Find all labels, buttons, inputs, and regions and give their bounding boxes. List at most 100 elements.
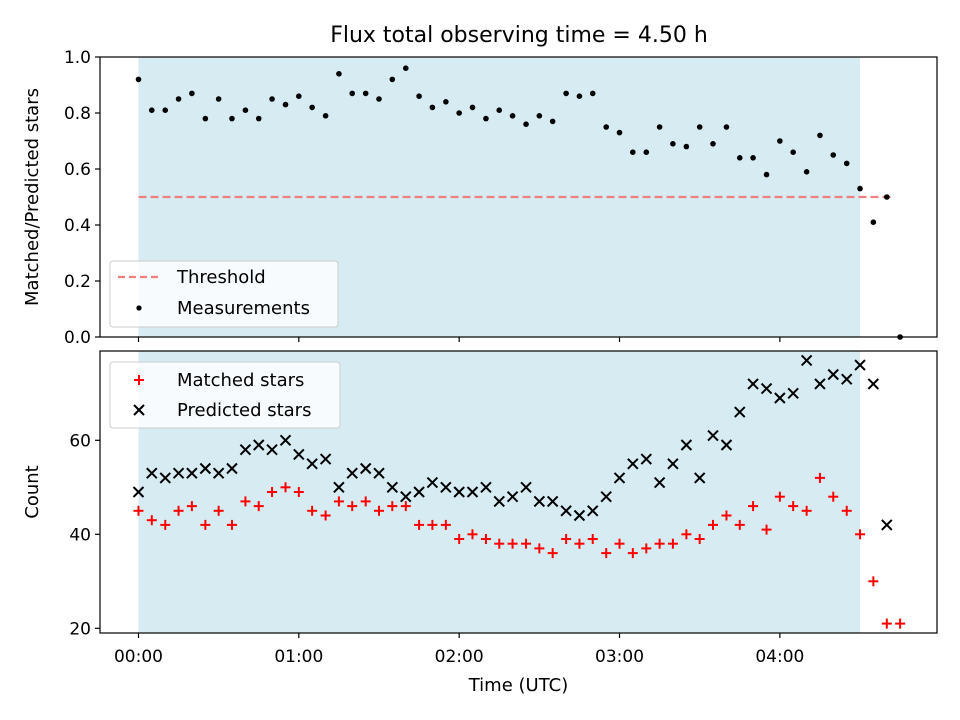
bottom-x-ticks: 00:00 01:00 02:00 03:00 04:00 bbox=[114, 633, 804, 667]
measurement-point bbox=[349, 90, 356, 97]
measurement-point bbox=[603, 124, 610, 130]
predicted-star-point bbox=[693, 472, 706, 484]
matched-star-point bbox=[293, 487, 304, 497]
predicted-star-point bbox=[333, 481, 345, 494]
predicted-star-point bbox=[346, 467, 358, 479]
measurement-point bbox=[656, 124, 663, 130]
legend-matched-swatch bbox=[134, 375, 144, 385]
y-tick-label: 0.0 bbox=[64, 328, 91, 348]
measurement-point bbox=[536, 113, 543, 119]
predicted-star-point bbox=[867, 378, 880, 390]
legend-threshold-label: Threshold bbox=[176, 267, 266, 288]
matched-star-point bbox=[614, 538, 625, 549]
matched-star-point bbox=[774, 491, 785, 502]
predicted-star-point bbox=[520, 481, 532, 494]
matched-star-point bbox=[507, 538, 518, 549]
bottom-legend-box bbox=[109, 361, 341, 429]
predicted-star-point bbox=[667, 458, 679, 470]
top-legend-box bbox=[109, 260, 339, 328]
matched-star-point bbox=[681, 529, 692, 540]
matched-star-point bbox=[561, 534, 572, 544]
measurement-point bbox=[429, 104, 436, 111]
matched-star-point bbox=[881, 618, 892, 629]
matched-star-point bbox=[868, 576, 879, 587]
measurement-point bbox=[630, 149, 636, 155]
predicted-star-point bbox=[841, 373, 853, 385]
predicted-star-point bbox=[306, 458, 318, 470]
measurement-point bbox=[763, 171, 770, 178]
x-tick-label: 00:00 bbox=[114, 647, 163, 667]
matched-star-point bbox=[440, 519, 451, 530]
measurement-point bbox=[843, 160, 850, 167]
top-y-axis-label: Matched/Predicted stars bbox=[22, 88, 43, 306]
predicted-star-point bbox=[266, 443, 278, 456]
matched-star-point bbox=[280, 482, 291, 493]
predicted-star-point bbox=[814, 378, 826, 390]
top-legend: Threshold Measurements bbox=[109, 260, 339, 328]
y-tick-label: 60 bbox=[69, 431, 91, 451]
matched-star-point bbox=[173, 505, 184, 516]
matched-star-point bbox=[547, 548, 558, 559]
matched-star-point bbox=[400, 501, 411, 512]
measurement-point bbox=[336, 71, 342, 77]
matched-star-point bbox=[627, 548, 638, 559]
matched-star-point bbox=[240, 496, 251, 507]
matched-star-point bbox=[186, 501, 197, 512]
legend-measurements-swatch bbox=[136, 305, 142, 311]
measurement-point bbox=[790, 149, 796, 155]
matched-star-point bbox=[721, 510, 732, 521]
predicted-star-point bbox=[132, 486, 145, 498]
matched-star-point bbox=[587, 534, 598, 544]
legend-plus-marker bbox=[134, 375, 144, 385]
matched-star-point bbox=[801, 505, 812, 516]
predicted-star-point bbox=[359, 462, 372, 475]
matched-star-point bbox=[601, 548, 612, 559]
bottom-axes-frame bbox=[99, 350, 938, 634]
measurement-point bbox=[229, 115, 235, 122]
measurement-point bbox=[750, 155, 756, 161]
matched-star-point bbox=[333, 496, 344, 507]
bottom-legend: Matched stars Predicted stars bbox=[109, 361, 341, 429]
measurement-point bbox=[576, 93, 583, 99]
matched-star-point bbox=[267, 487, 278, 497]
matched-star-point bbox=[480, 534, 491, 544]
y-tick-label: 20 bbox=[69, 619, 91, 639]
matched-star-point bbox=[574, 538, 585, 549]
y-tick-label: 0.6 bbox=[64, 160, 91, 180]
measurement-point bbox=[523, 121, 529, 127]
predicted-star-point bbox=[787, 387, 799, 400]
measurement-point bbox=[189, 90, 195, 97]
measurement-point bbox=[443, 99, 449, 105]
measurement-point bbox=[589, 90, 596, 97]
y-tick-label: 0.2 bbox=[64, 272, 91, 292]
predicted-star-point bbox=[373, 467, 385, 479]
matched-star-point bbox=[360, 496, 371, 507]
measurement-point bbox=[696, 124, 703, 130]
measurement-point bbox=[322, 113, 329, 119]
predicted-star-point bbox=[627, 458, 639, 470]
matched-star-point bbox=[253, 501, 264, 512]
measurement-point bbox=[309, 104, 315, 111]
matched-star-point bbox=[734, 519, 745, 530]
measurement-point bbox=[777, 138, 783, 144]
matched-star-point bbox=[454, 534, 465, 544]
measurement-point bbox=[148, 107, 155, 113]
measurement-point bbox=[683, 143, 690, 150]
legend-predicted-label: Predicted stars bbox=[177, 400, 311, 421]
measurement-point bbox=[215, 96, 222, 102]
measurement-point bbox=[282, 101, 289, 108]
measurement-point bbox=[870, 219, 877, 225]
predicted-star-point bbox=[760, 382, 773, 395]
predicted-star-point bbox=[172, 467, 185, 479]
bottom-y-axis-label: Count bbox=[22, 465, 43, 518]
predicted-star-point bbox=[573, 509, 586, 522]
y-tick-label: 0.8 bbox=[64, 104, 91, 124]
predicted-star-point bbox=[279, 434, 292, 447]
measurement-point bbox=[884, 194, 890, 200]
measurement-point bbox=[857, 185, 863, 192]
measurement-point bbox=[456, 110, 462, 116]
legend-x-marker bbox=[133, 404, 145, 416]
measurement-point bbox=[509, 113, 516, 119]
measurement-point bbox=[242, 107, 249, 113]
predicted-star-point bbox=[640, 453, 653, 465]
